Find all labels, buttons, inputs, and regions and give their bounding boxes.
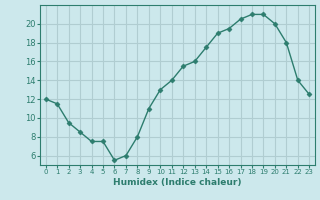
X-axis label: Humidex (Indice chaleur): Humidex (Indice chaleur) [113, 178, 242, 187]
